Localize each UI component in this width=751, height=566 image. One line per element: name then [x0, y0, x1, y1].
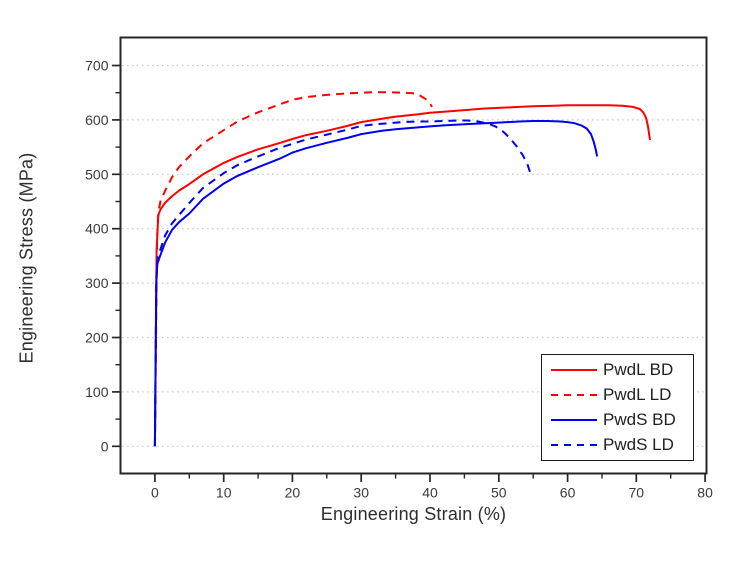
legend-line-sample-solid-blue [551, 419, 597, 421]
y-axis-title: Engineering Stress (MPa) [16, 152, 37, 364]
x-tick-label: 0 [151, 485, 159, 501]
legend-line-sample-solid-red [551, 369, 597, 371]
y-tick-label: 400 [85, 221, 109, 237]
legend-label: PwdS BD [603, 410, 676, 429]
x-tick-label: 50 [491, 485, 507, 501]
legend-label: PwdL LD [603, 385, 672, 404]
y-tick-label: 200 [85, 330, 109, 346]
legend-item-pwds-ld: PwdS LD [542, 433, 693, 457]
y-tick-label: 600 [85, 112, 109, 128]
x-tick-label: 40 [422, 485, 438, 501]
legend-item-pwds-bd: PwdS BD [542, 408, 693, 432]
x-axis-title: Engineering Strain (%) [320, 504, 507, 524]
x-tick-label: 30 [353, 485, 369, 501]
y-tick-label: 700 [85, 58, 109, 74]
series-pwdl-bd [153, 104, 652, 447]
y-tick-label: 500 [85, 166, 109, 182]
x-tick-label: 10 [216, 485, 232, 501]
legend: PwdL BD PwdL LD PwdS BD PwdS LD [541, 354, 694, 461]
legend-label: PwdS LD [603, 435, 674, 454]
series-pwds-bd [153, 120, 599, 447]
y-tick-label: 100 [85, 384, 109, 400]
x-tick-label: 80 [697, 485, 713, 501]
legend-line-sample-dashed-blue [551, 444, 597, 446]
legend-item-pwdl-ld: PwdL LD [542, 383, 693, 407]
x-tick-label: 20 [285, 485, 301, 501]
legend-label: PwdL BD [603, 360, 674, 379]
y-tick-label: 300 [85, 275, 109, 291]
legend-item-pwdl-bd: PwdL BD [542, 358, 693, 382]
series-pwdl-ld [153, 91, 433, 447]
x-tick-label: 70 [629, 485, 645, 501]
legend-line-sample-dashed-red [551, 394, 597, 396]
x-tick-label: 60 [560, 485, 576, 501]
plot-border [119, 36, 708, 475]
y-tick-label: 0 [101, 438, 109, 454]
